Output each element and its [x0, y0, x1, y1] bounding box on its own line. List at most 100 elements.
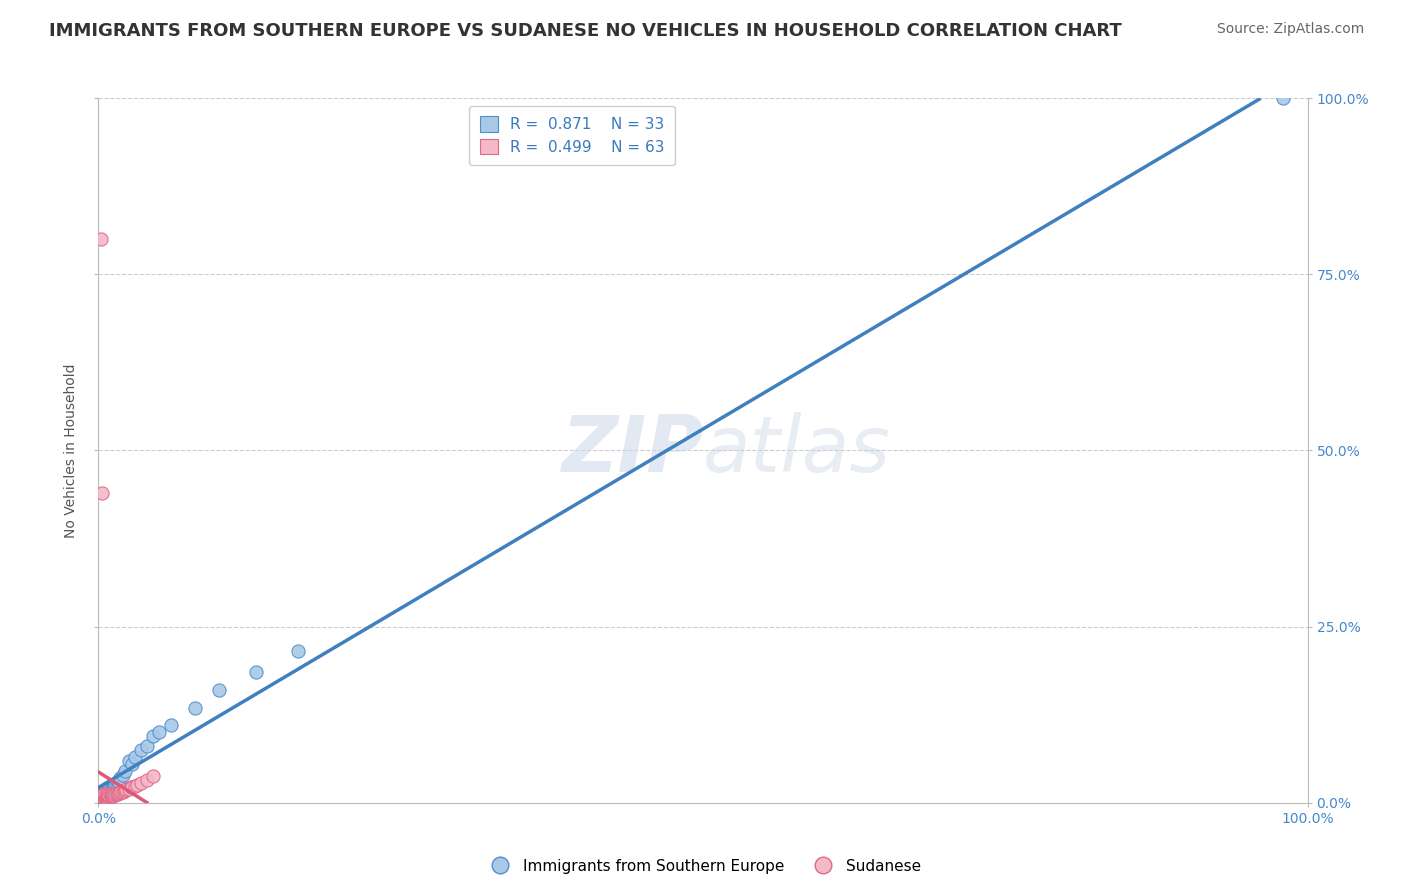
Point [90, 789, 112, 803]
Point [115, 782, 138, 797]
Point [112, 784, 135, 798]
Point [93, 792, 115, 806]
Point [96, 791, 118, 805]
Point [100, 781, 122, 796]
Point [124, 779, 146, 793]
Point [96, 789, 118, 803]
Point [104, 778, 127, 792]
Point [105, 778, 128, 792]
Point [114, 764, 136, 778]
Point [96, 788, 118, 802]
Point [100, 783, 122, 797]
Point [94, 789, 117, 803]
Point [91, 789, 114, 804]
Point [101, 789, 124, 803]
Point [94, 789, 117, 803]
Point [91, 485, 114, 500]
Point [96, 790, 118, 805]
Point [129, 743, 152, 757]
Point [142, 729, 165, 743]
Point [101, 781, 124, 796]
Point [111, 785, 134, 799]
Point [90, 791, 112, 805]
Point [91, 790, 114, 805]
Point [90, 232, 112, 246]
Point [100, 789, 122, 804]
Point [114, 783, 136, 797]
Point [124, 750, 146, 764]
Point [108, 771, 131, 785]
Point [91, 790, 114, 805]
Point [118, 754, 141, 768]
Point [97, 788, 120, 802]
Point [118, 781, 141, 796]
Point [100, 788, 122, 802]
Point [135, 773, 157, 788]
Point [94, 790, 117, 805]
Point [96, 785, 118, 799]
Point [98, 790, 121, 805]
Point [108, 785, 131, 799]
Point [97, 790, 120, 805]
Point [287, 644, 309, 658]
Text: ZIP: ZIP [561, 412, 703, 489]
Point [120, 780, 142, 795]
Point [93, 787, 115, 801]
Point [108, 786, 131, 800]
Point [91, 793, 114, 807]
Point [160, 718, 183, 732]
Point [104, 788, 127, 802]
Point [121, 757, 143, 772]
Point [105, 786, 128, 800]
Point [100, 789, 122, 803]
Point [142, 769, 165, 783]
Point [89, 790, 111, 805]
Text: Source: ZipAtlas.com: Source: ZipAtlas.com [1216, 22, 1364, 37]
Point [103, 780, 125, 795]
Point [105, 788, 128, 802]
Point [93, 790, 115, 805]
Point [184, 700, 207, 714]
Point [148, 725, 170, 739]
Legend: Immigrants from Southern Europe, Sudanese: Immigrants from Southern Europe, Sudanes… [479, 853, 927, 880]
Point [100, 788, 122, 802]
Point [91, 792, 114, 806]
Point [111, 767, 134, 781]
Point [101, 788, 124, 802]
Point [94, 788, 117, 802]
Point [208, 683, 231, 698]
Point [103, 788, 125, 802]
Point [107, 787, 129, 801]
Legend: R =  0.871    N = 33, R =  0.499    N = 63: R = 0.871 N = 33, R = 0.499 N = 63 [468, 106, 675, 165]
Point [93, 789, 115, 804]
Point [91, 788, 114, 802]
Point [127, 778, 149, 792]
Point [91, 792, 114, 806]
Point [91, 789, 114, 803]
Point [98, 789, 121, 803]
Point [1272, 91, 1295, 105]
Point [91, 791, 114, 805]
Point [90, 793, 112, 807]
Point [97, 783, 120, 797]
Y-axis label: No Vehicles in Household: No Vehicles in Household [65, 363, 79, 538]
Point [93, 788, 115, 802]
Point [94, 791, 117, 805]
Point [100, 785, 122, 799]
Point [135, 739, 157, 754]
Point [91, 788, 114, 802]
Point [129, 776, 152, 790]
Point [108, 774, 131, 789]
Text: IMMIGRANTS FROM SOUTHERN EUROPE VS SUDANESE NO VEHICLES IN HOUSEHOLD CORRELATION: IMMIGRANTS FROM SOUTHERN EUROPE VS SUDAN… [49, 22, 1122, 40]
Point [90, 790, 112, 805]
Point [121, 780, 143, 794]
Point [97, 789, 120, 804]
Point [98, 788, 121, 802]
Point [96, 788, 118, 802]
Point [245, 665, 267, 680]
Point [89, 792, 111, 806]
Point [89, 794, 111, 808]
Point [97, 789, 120, 803]
Point [107, 774, 129, 789]
Point [110, 784, 132, 798]
